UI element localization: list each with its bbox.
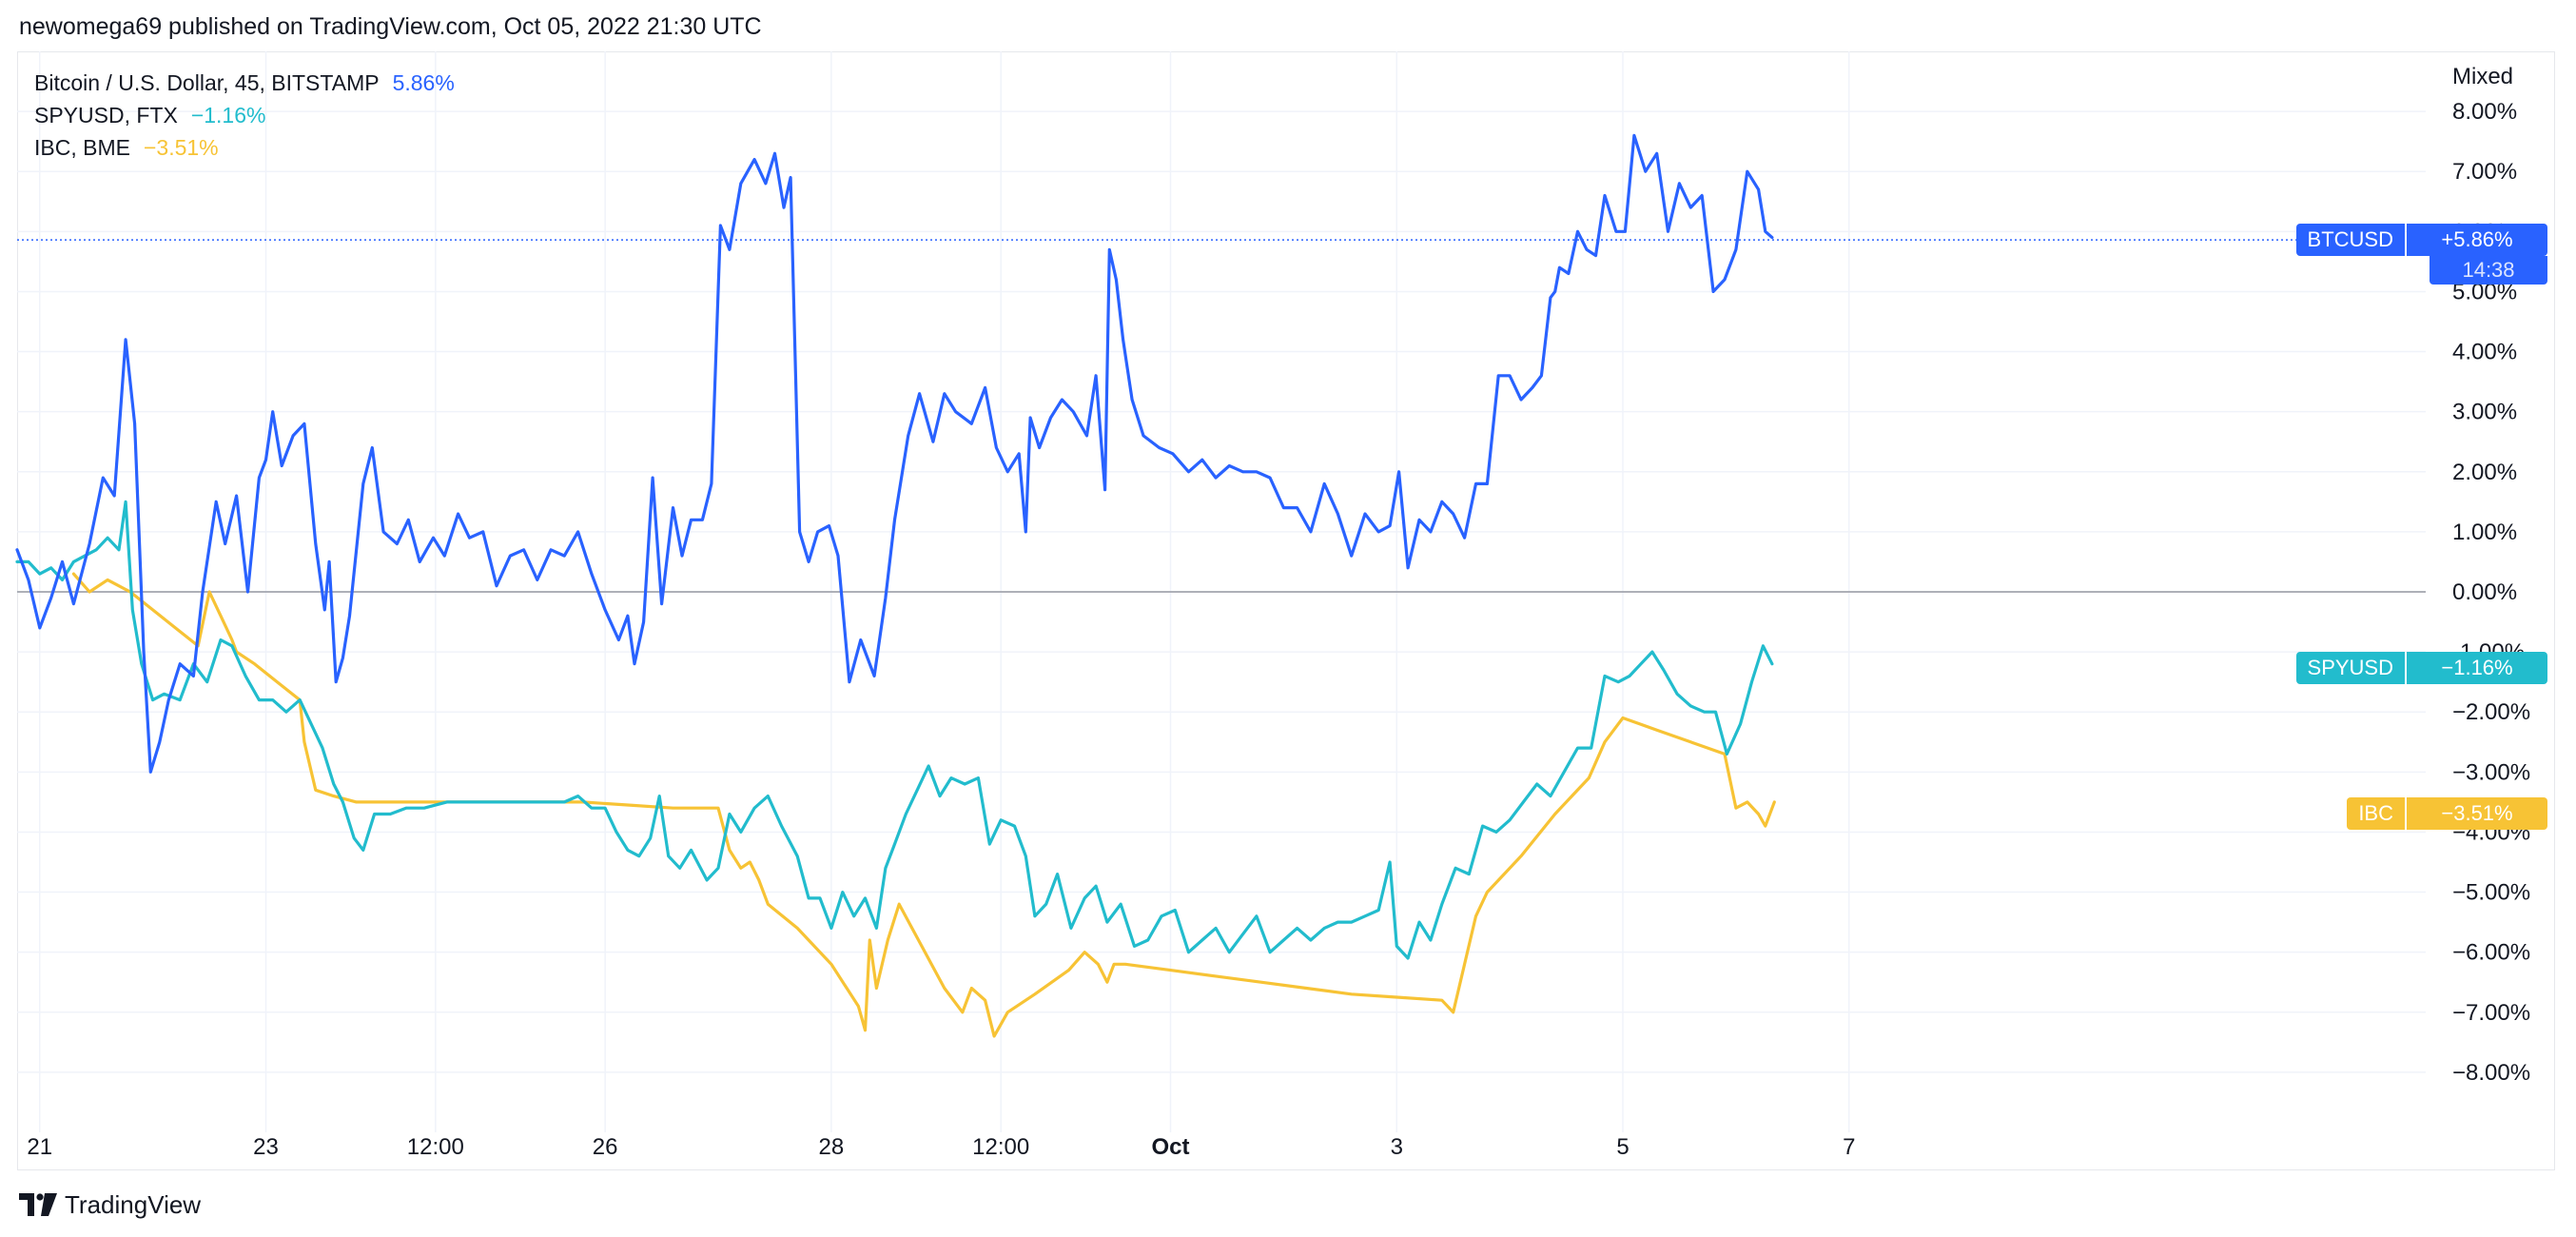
- legend-label: Bitcoin / U.S. Dollar, 45, BITSTAMP: [34, 70, 380, 95]
- series-line-spyusd[interactable]: [15, 500, 1774, 960]
- legend-value: 5.86%: [392, 70, 455, 95]
- y-tick-label: −7.00%: [2452, 1000, 2530, 1026]
- y-tick-label: 8.00%: [2452, 99, 2517, 125]
- x-tick-label: 28: [819, 1134, 845, 1160]
- axis-labels: 8.00%7.00%6.00%5.00%4.00%3.00%2.00%1.00%…: [27, 64, 2530, 1160]
- footer-brand-label: TradingView: [65, 1189, 202, 1219]
- legend-value: −1.16%: [190, 103, 266, 128]
- y-tick-label: 4.00%: [2452, 340, 2517, 365]
- y-tick-label: −6.00%: [2452, 940, 2530, 966]
- chart-frame: [17, 51, 2555, 1170]
- y-tick-label: −8.00%: [2452, 1060, 2530, 1086]
- x-tick-label: 26: [593, 1134, 618, 1160]
- series-line-ibc[interactable]: [71, 572, 1776, 1038]
- x-tick-label: 12:00: [972, 1134, 1029, 1160]
- y-tick-label: −5.00%: [2452, 880, 2530, 906]
- x-tick-label: 21: [27, 1134, 52, 1160]
- badge-value: −1.16%: [2407, 651, 2547, 684]
- badge-symbol: SPYUSD: [2295, 651, 2405, 684]
- price-badge-btcusd: BTCUSD +5.86%: [2295, 224, 2547, 257]
- y-tick-label: 3.00%: [2452, 400, 2517, 425]
- x-tick-label: 12:00: [407, 1134, 464, 1160]
- y-tick-label: 0.00%: [2452, 579, 2517, 605]
- scale-mode-label[interactable]: Mixed: [2452, 64, 2513, 89]
- badge-countdown: 14:38: [2430, 256, 2547, 285]
- legend: Bitcoin / U.S. Dollar, 45, BITSTAMP 5.86%…: [34, 67, 455, 164]
- footer-brand[interactable]: TradingView: [19, 1189, 201, 1220]
- y-tick-label: 1.00%: [2452, 520, 2517, 545]
- reference-lines: [17, 239, 2426, 593]
- series-line-btcusd[interactable]: [15, 133, 1774, 774]
- publisher-line: newomega69 published on TradingView.com,…: [19, 13, 762, 40]
- legend-item-spyusd[interactable]: SPYUSD, FTX −1.16%: [34, 99, 455, 131]
- badge-symbol: BTCUSD: [2295, 224, 2405, 257]
- badge-symbol: IBC: [2347, 796, 2405, 830]
- legend-item-btcusd[interactable]: Bitcoin / U.S. Dollar, 45, BITSTAMP 5.86%: [34, 67, 455, 99]
- x-tick-label: 23: [253, 1134, 279, 1160]
- legend-label: SPYUSD, FTX: [34, 103, 178, 128]
- y-tick-label: −2.00%: [2452, 699, 2530, 725]
- badge-value: −3.51%: [2407, 796, 2547, 830]
- legend-label: IBC, BME: [34, 135, 130, 160]
- x-tick-label: 5: [1616, 1134, 1629, 1160]
- y-tick-label: −3.00%: [2452, 759, 2530, 785]
- x-tick-label: 7: [1843, 1134, 1855, 1160]
- x-tick-label: Oct: [1151, 1134, 1189, 1160]
- y-tick-label: 7.00%: [2452, 159, 2517, 185]
- x-tick-label: 3: [1391, 1134, 1403, 1160]
- tradingview-logo-icon: [19, 1193, 57, 1216]
- legend-value: −3.51%: [143, 135, 219, 160]
- legend-item-ibc[interactable]: IBC, BME −3.51%: [34, 131, 455, 164]
- series-lines: [15, 133, 1776, 1038]
- badge-value: +5.86%: [2407, 224, 2547, 257]
- price-badge-ibc: IBC −3.51%: [2347, 796, 2547, 830]
- price-badge-spyusd: SPYUSD −1.16%: [2295, 651, 2547, 684]
- y-tick-label: 2.00%: [2452, 460, 2517, 485]
